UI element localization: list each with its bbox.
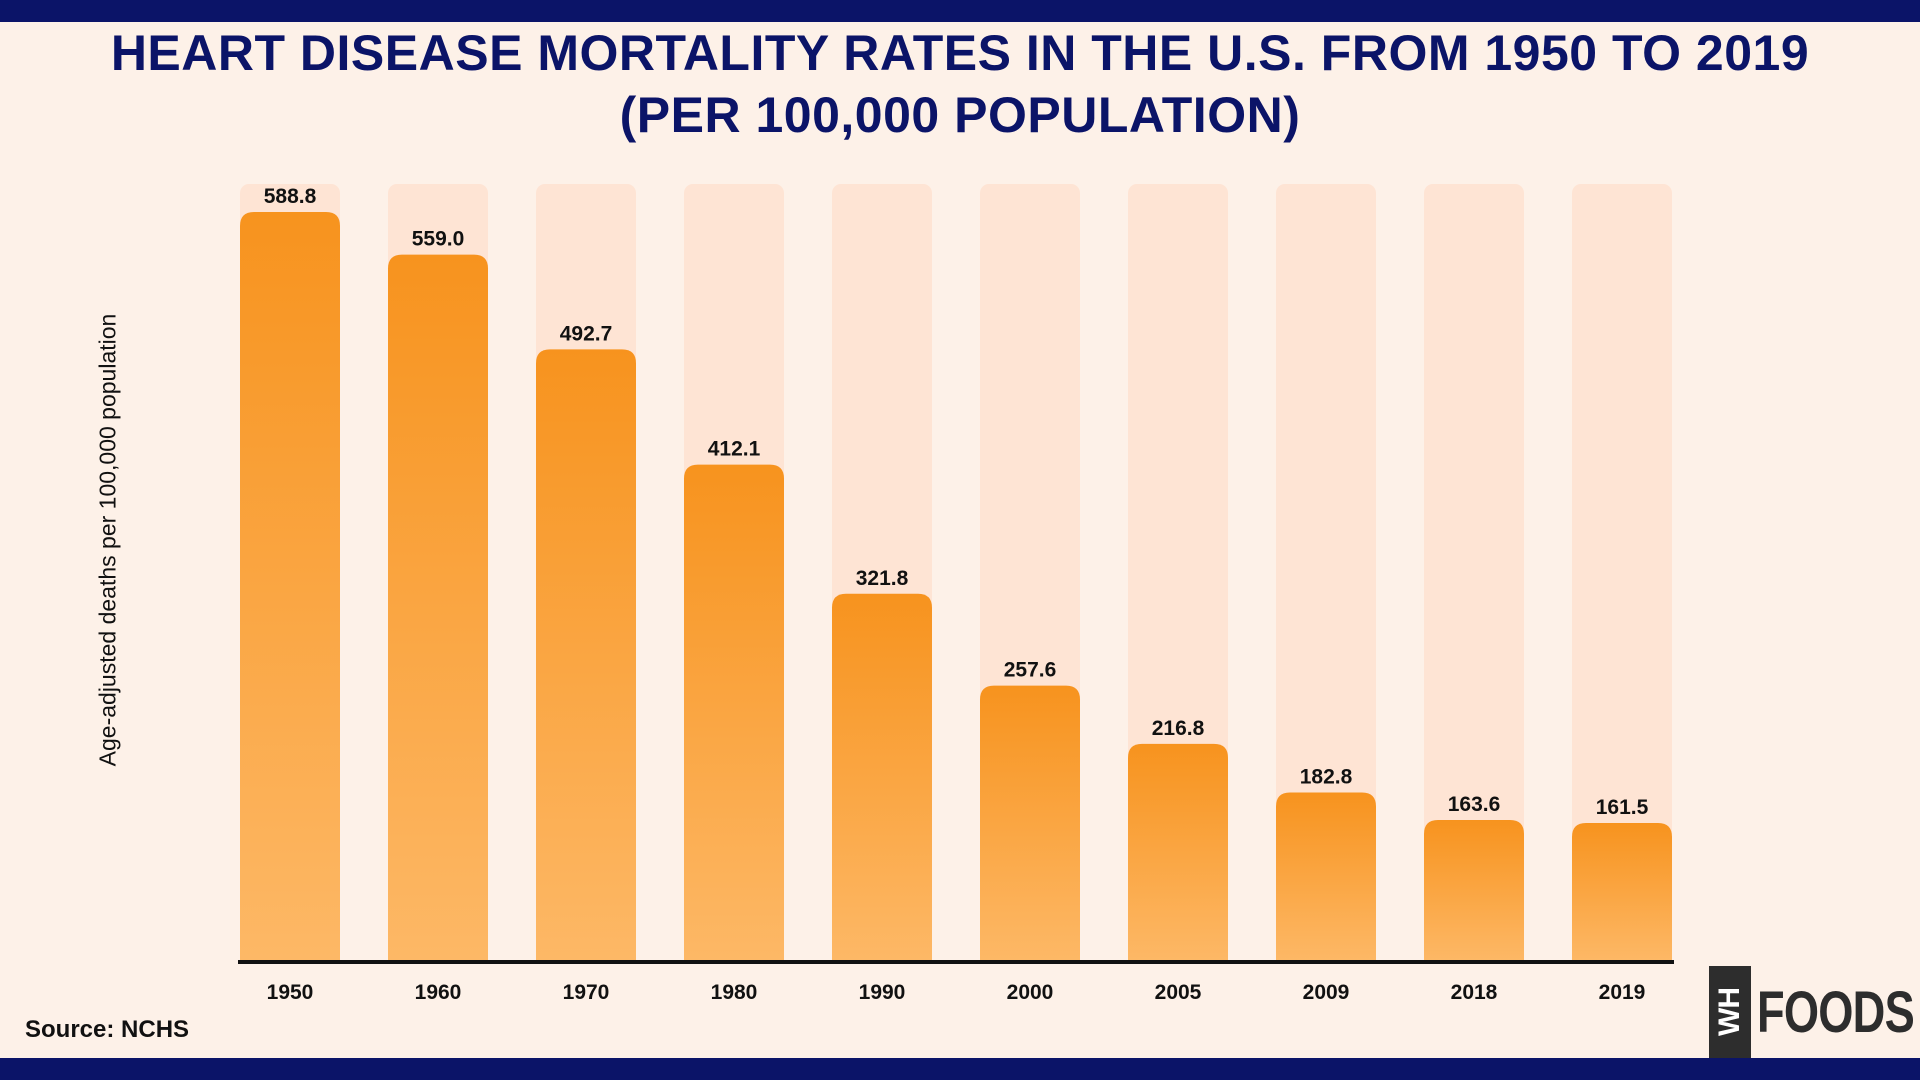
x-tick-label: 1970: [563, 981, 610, 1004]
bottom-band: [0, 1058, 1920, 1080]
x-tick-label: 2005: [1155, 981, 1202, 1004]
value-label: 588.8: [264, 185, 317, 208]
x-tick-label: 1950: [267, 981, 314, 1004]
value-label: 182.8: [1300, 766, 1353, 789]
x-tick-label: 2019: [1599, 981, 1646, 1004]
bar-background: [1276, 184, 1376, 961]
value-label: 161.5: [1596, 796, 1649, 819]
top-band: [0, 0, 1920, 22]
title-line-1: HEART DISEASE MORTALITY RATES IN THE U.S…: [110, 25, 1810, 81]
value-label: 412.1: [708, 438, 761, 461]
bar: [980, 685, 1080, 961]
x-tick-label: 2018: [1451, 981, 1498, 1004]
logo-mark-text: WH: [1713, 988, 1746, 1036]
bar: [1128, 743, 1228, 961]
x-tick-label: 2000: [1007, 981, 1054, 1004]
value-label: 257.6: [1004, 659, 1057, 682]
bar: [1276, 792, 1376, 961]
bar: [1572, 823, 1672, 961]
bar: [240, 211, 340, 961]
source-note: Source: NCHS: [25, 1016, 190, 1043]
bar-background: [1572, 184, 1672, 961]
bar: [684, 464, 784, 961]
value-label: 321.8: [856, 567, 909, 590]
bar: [388, 254, 488, 961]
title-line-2: (PER 100,000 POPULATION): [619, 87, 1301, 143]
bar: [536, 349, 636, 961]
bar: [1424, 820, 1524, 961]
whfoods-logo: WH FOODS: [1709, 966, 1920, 1058]
value-label: 163.6: [1448, 793, 1501, 816]
x-tick-label: 1980: [711, 981, 758, 1004]
logo-text: FOODS: [1757, 979, 1915, 1045]
x-tick-label: 1960: [415, 981, 462, 1004]
value-label: 492.7: [560, 322, 613, 345]
x-tick-label: 2009: [1303, 981, 1350, 1004]
bar: [832, 593, 932, 961]
chart-title: HEART DISEASE MORTALITY RATES IN THE U.S…: [0, 22, 1920, 146]
x-tick-label: 1990: [859, 981, 906, 1004]
value-label: 559.0: [412, 228, 465, 251]
logo-mark: WH: [1709, 966, 1751, 1058]
value-label: 216.8: [1152, 717, 1205, 740]
bar-background: [1424, 184, 1524, 961]
